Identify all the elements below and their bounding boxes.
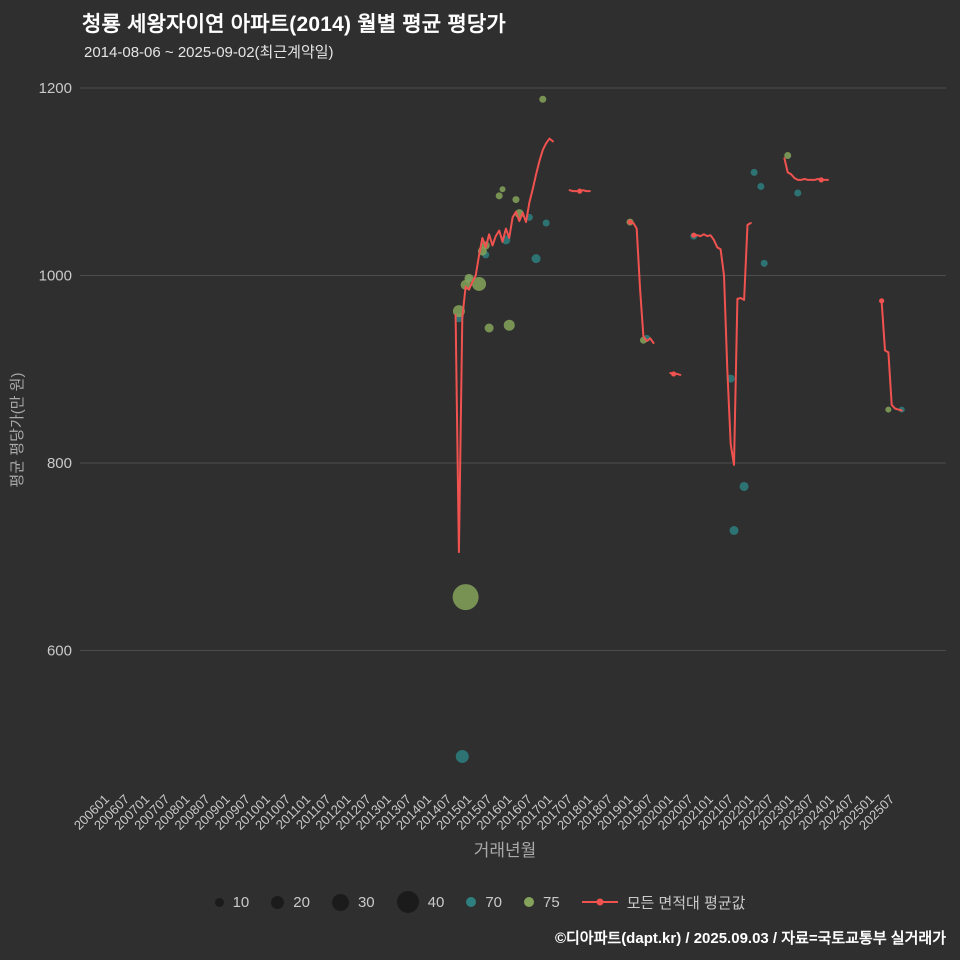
svg-text:800: 800 <box>47 455 72 472</box>
legend-series-label: 모든 면적대 평균값 <box>626 894 746 912</box>
series-70-dot-icon <box>466 897 477 907</box>
page-subtitle: 2014-08-06 ~ 2025-09-02(최근계약일) <box>84 44 334 61</box>
legend-series-average-line[interactable]: 모든 면적대 평균값 <box>581 892 746 913</box>
legend-size-label: 20 <box>293 893 310 911</box>
legend-size-10: 10 <box>214 893 250 911</box>
svg-text:거래년월: 거래년월 <box>474 841 537 860</box>
size-bubble-icon <box>214 897 224 907</box>
svg-text:평균 평당가(만 원): 평균 평당가(만 원) <box>9 373 26 488</box>
legend-size-30: 30 <box>331 893 375 911</box>
size-bubble-icon <box>331 893 349 911</box>
average-line-icon <box>581 898 618 906</box>
legend-series-70[interactable]: 70 <box>466 894 502 911</box>
chart-legend: 10 20 30 40 70 75 모든 면적대 평균값 <box>0 891 960 913</box>
average-line-dot-icon <box>596 898 604 906</box>
legend-series-75[interactable]: 75 <box>524 894 560 911</box>
svg-text:1000: 1000 <box>39 268 72 285</box>
source-credit: ©디아파트(dapt.kr) / 2025.09.03 / 자료=국토교통부 실… <box>554 930 946 947</box>
legend-size-label: 10 <box>232 893 250 911</box>
page-title: 청룡 세왕자이연 아파트(2014) 월별 평균 평당가 <box>82 13 506 36</box>
legend-size-label: 40 <box>427 893 445 911</box>
size-bubble-icon <box>271 895 285 909</box>
svg-text:1200: 1200 <box>39 80 72 97</box>
legend-size-20: 20 <box>271 894 310 911</box>
legend-series-label: 70 <box>485 893 502 911</box>
legend-size-40: 40 <box>396 891 445 913</box>
legend-size-label: 30 <box>357 893 375 911</box>
legend-series-label: 75 <box>543 893 560 911</box>
series-75-dot-icon <box>524 897 534 907</box>
size-bubble-icon <box>396 891 419 913</box>
svg-text:600: 600 <box>47 643 72 660</box>
